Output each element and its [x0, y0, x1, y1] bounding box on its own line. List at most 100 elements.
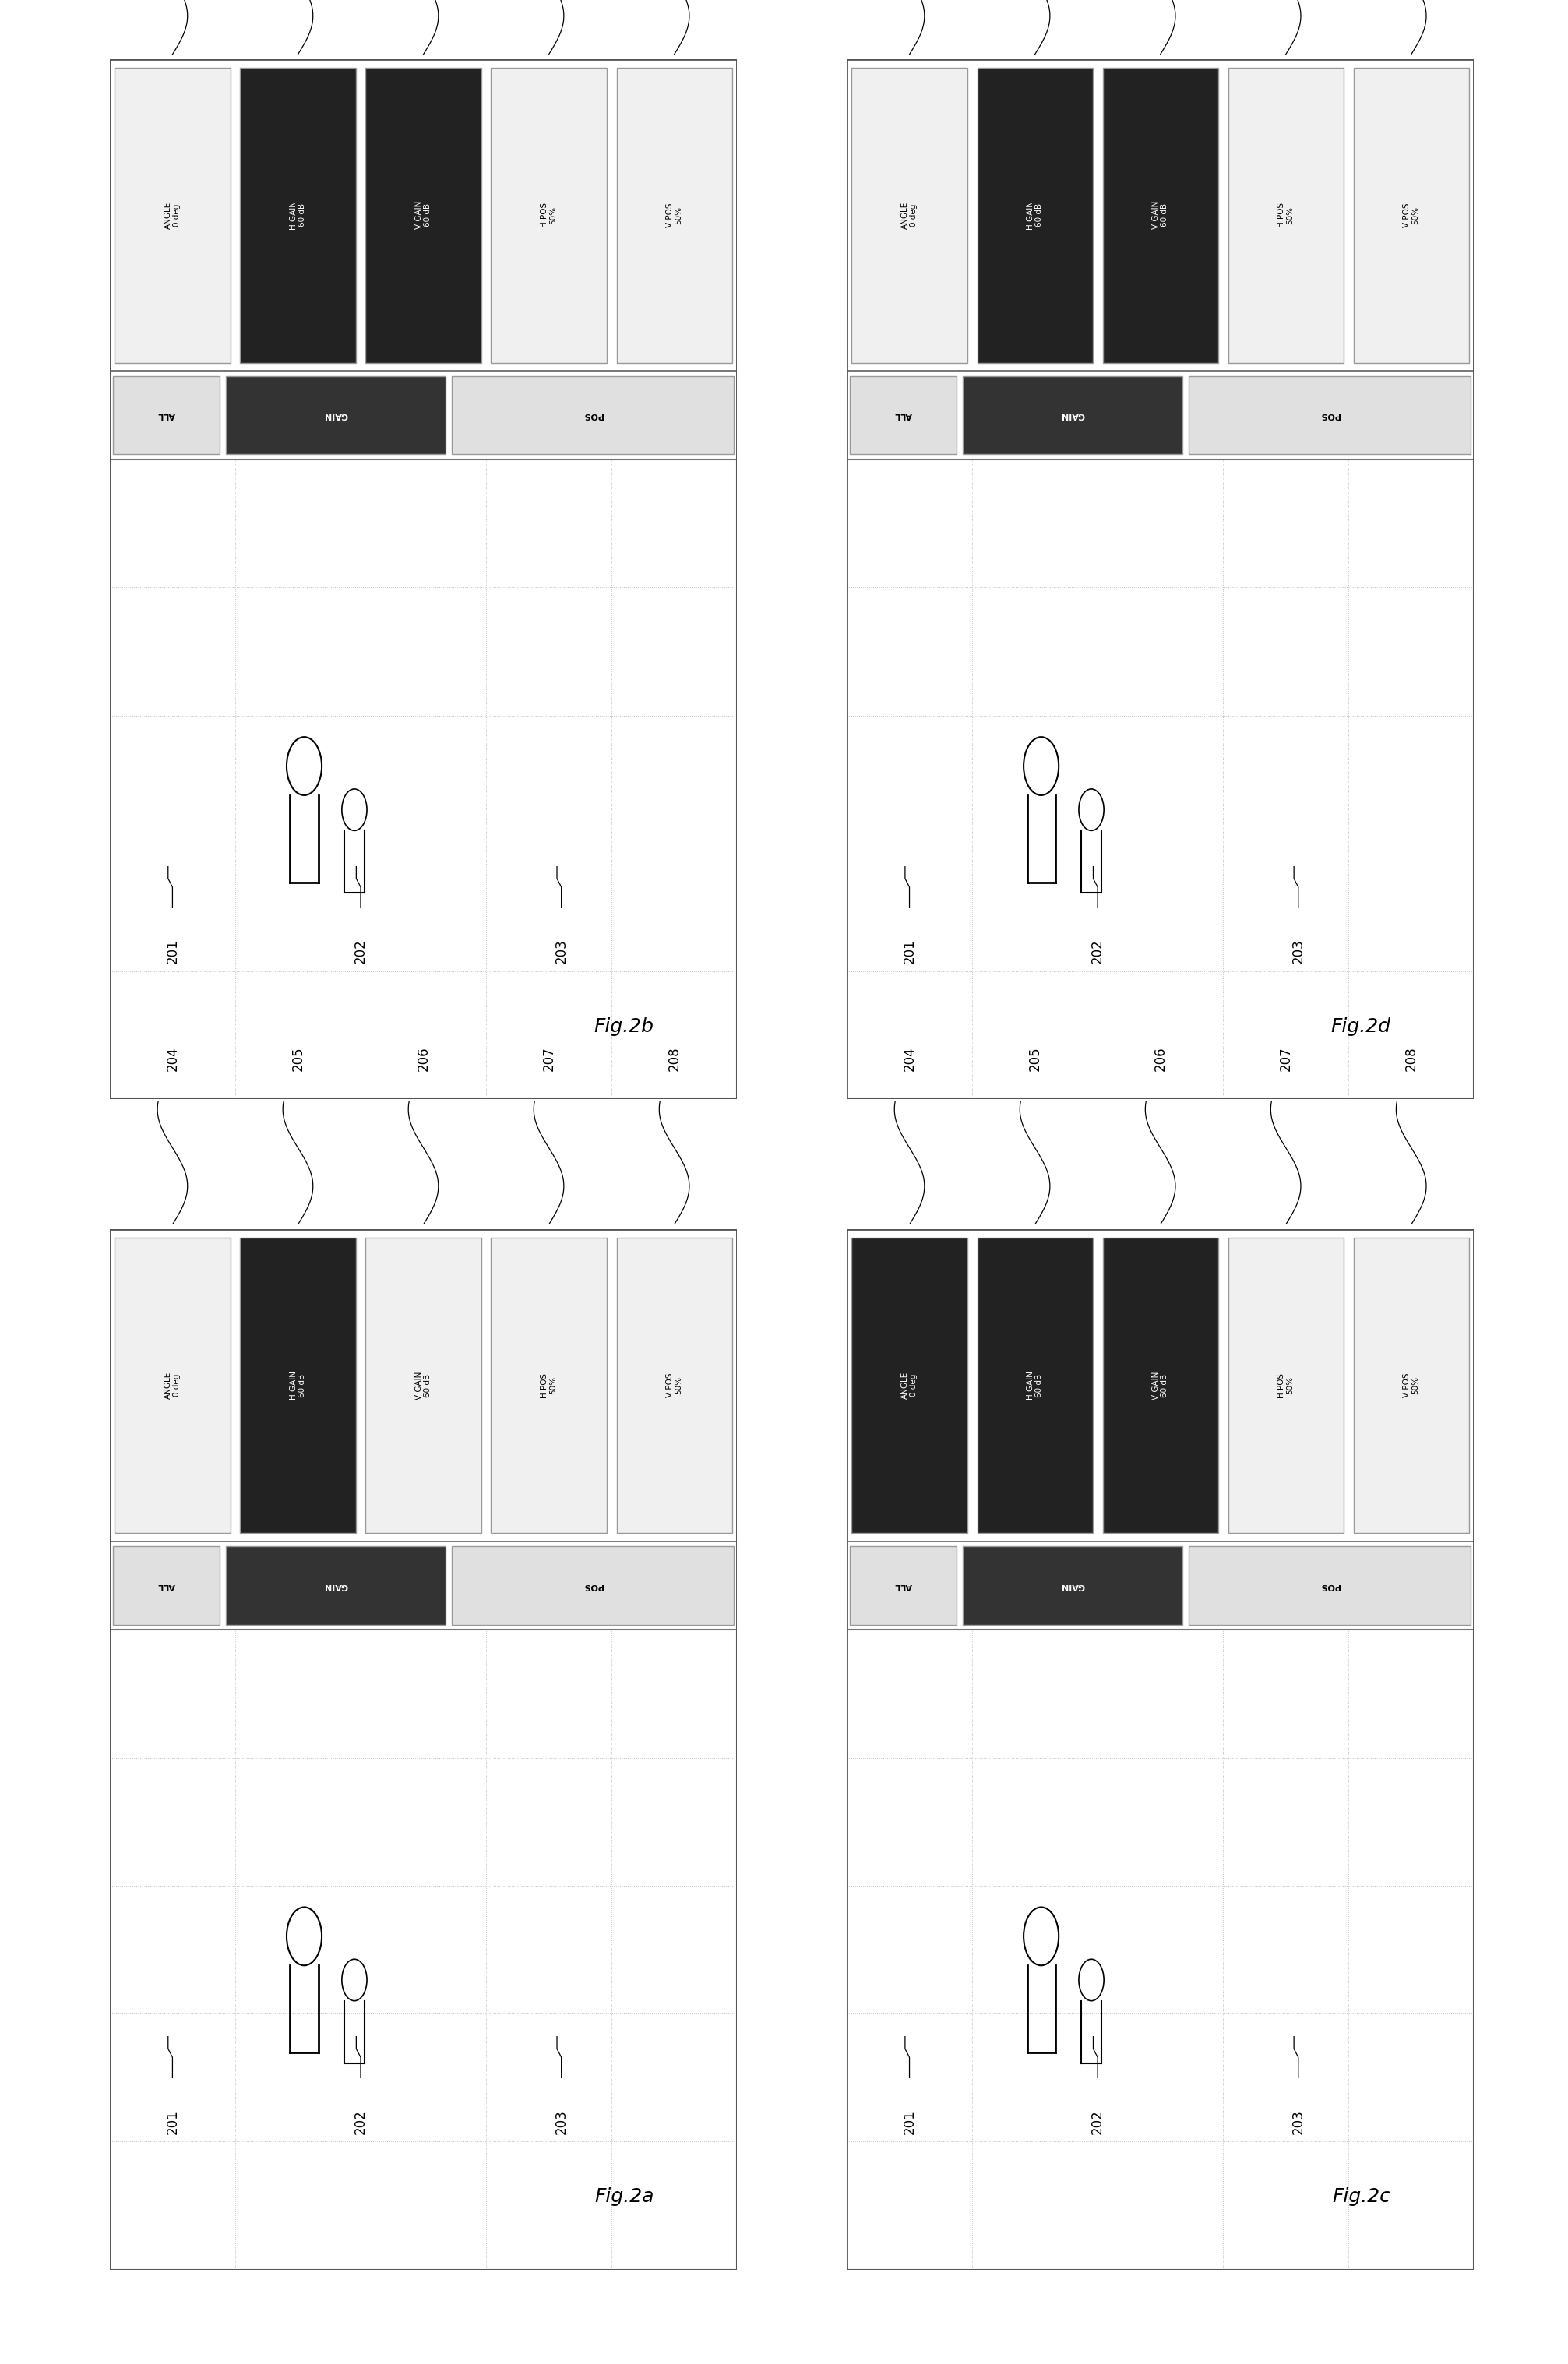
Bar	[847, 459, 1474, 1099]
Text: Fig.2c: Fig.2c	[1331, 2187, 1391, 2206]
Text: 204: 204	[166, 1047, 179, 1071]
Text: 206: 206	[417, 1047, 430, 1071]
Text: 204: 204	[903, 1047, 916, 1071]
Text: 205: 205	[1029, 1047, 1041, 1071]
Text: 201: 201	[903, 2109, 916, 2135]
Bar	[616, 69, 732, 362]
Text: V POS
50%: V POS 50%	[666, 1373, 682, 1397]
Bar	[850, 1546, 956, 1624]
Text: 202: 202	[354, 939, 367, 965]
Text: H POS
50%: H POS 50%	[541, 203, 557, 227]
Bar	[113, 376, 220, 454]
Text: ANGLE
0 deg: ANGLE 0 deg	[902, 1371, 917, 1399]
Text: 208: 208	[668, 1047, 681, 1071]
Text: H GAIN
60 dB: H GAIN 60 dB	[1027, 1371, 1043, 1399]
Bar	[1102, 69, 1218, 362]
Bar	[113, 1546, 220, 1624]
Bar	[452, 376, 734, 454]
Bar	[1353, 1239, 1469, 1532]
Bar	[850, 376, 956, 454]
Bar	[365, 69, 481, 362]
Text: 207: 207	[1279, 1047, 1292, 1071]
Bar	[452, 1546, 734, 1624]
Text: Fig.2b: Fig.2b	[594, 1017, 654, 1035]
Bar	[240, 69, 356, 362]
Text: GAIN: GAIN	[1060, 411, 1085, 418]
Text: POS: POS	[1320, 411, 1339, 418]
Text: ALL: ALL	[157, 1582, 176, 1589]
Text: V POS
50%: V POS 50%	[666, 203, 682, 227]
Text: POS: POS	[1320, 1582, 1339, 1589]
Text: 208: 208	[1405, 1047, 1417, 1071]
Text: ALL: ALL	[894, 1582, 913, 1589]
Text: 202: 202	[1091, 2109, 1104, 2135]
Text: 201: 201	[903, 939, 916, 965]
Text: 202: 202	[1091, 939, 1104, 965]
Bar	[110, 59, 737, 371]
Bar	[851, 69, 967, 362]
Text: POS: POS	[583, 1582, 602, 1589]
Bar	[963, 376, 1182, 454]
Bar	[240, 1239, 356, 1532]
Bar	[110, 459, 737, 1099]
Text: 203: 203	[555, 2109, 568, 2135]
Bar	[847, 1229, 1474, 1541]
Bar	[1353, 69, 1469, 362]
Bar	[847, 371, 1474, 459]
Text: GAIN: GAIN	[323, 411, 348, 418]
Text: 201: 201	[166, 2109, 179, 2135]
Bar	[226, 376, 445, 454]
Bar	[226, 1546, 445, 1624]
Text: V GAIN
60 dB: V GAIN 60 dB	[1152, 1371, 1168, 1399]
Text: GAIN: GAIN	[1060, 1582, 1085, 1589]
Bar	[847, 1629, 1474, 2269]
Bar	[110, 1629, 737, 2269]
Bar	[847, 1541, 1474, 1629]
Text: H GAIN
60 dB: H GAIN 60 dB	[1027, 201, 1043, 229]
Bar	[114, 1239, 230, 1532]
Text: H POS
50%: H POS 50%	[1278, 203, 1294, 227]
Text: ALL: ALL	[157, 411, 176, 418]
Bar	[977, 1239, 1093, 1532]
Bar	[1102, 1239, 1218, 1532]
Bar	[491, 1239, 607, 1532]
Bar	[1189, 1546, 1471, 1624]
Text: POS: POS	[583, 411, 602, 418]
Text: 201: 201	[166, 939, 179, 965]
Bar	[365, 1239, 481, 1532]
Text: ANGLE
0 deg: ANGLE 0 deg	[165, 1371, 180, 1399]
Bar	[110, 1541, 737, 1629]
Text: Fig.2d: Fig.2d	[1331, 1017, 1391, 1035]
Text: V GAIN
60 dB: V GAIN 60 dB	[1152, 201, 1168, 229]
Bar	[977, 69, 1093, 362]
Text: 206: 206	[1154, 1047, 1167, 1071]
Bar	[1228, 69, 1344, 362]
Bar	[616, 1239, 732, 1532]
Text: Fig.2a: Fig.2a	[594, 2187, 654, 2206]
Bar	[110, 1229, 737, 1541]
Text: V POS
50%: V POS 50%	[1403, 203, 1419, 227]
Text: V GAIN
60 dB: V GAIN 60 dB	[416, 201, 431, 229]
Text: 207: 207	[543, 1047, 555, 1071]
Bar	[114, 69, 230, 362]
Text: H POS
50%: H POS 50%	[541, 1373, 557, 1397]
Bar	[1228, 1239, 1344, 1532]
Text: ANGLE
0 deg: ANGLE 0 deg	[165, 201, 180, 229]
Bar	[851, 1239, 967, 1532]
Text: GAIN: GAIN	[323, 1582, 348, 1589]
Bar	[491, 69, 607, 362]
Bar	[963, 1546, 1182, 1624]
Text: V GAIN
60 dB: V GAIN 60 dB	[416, 1371, 431, 1399]
Text: H GAIN
60 dB: H GAIN 60 dB	[290, 1371, 306, 1399]
Text: 203: 203	[1292, 2109, 1305, 2135]
Text: ALL: ALL	[894, 411, 913, 418]
Bar	[847, 59, 1474, 371]
Bar	[1189, 376, 1471, 454]
Text: ANGLE
0 deg: ANGLE 0 deg	[902, 201, 917, 229]
Text: H POS
50%: H POS 50%	[1278, 1373, 1294, 1397]
Text: 203: 203	[1292, 939, 1305, 965]
Text: V POS
50%: V POS 50%	[1403, 1373, 1419, 1397]
Text: 203: 203	[555, 939, 568, 965]
Bar	[110, 371, 737, 459]
Text: 205: 205	[292, 1047, 304, 1071]
